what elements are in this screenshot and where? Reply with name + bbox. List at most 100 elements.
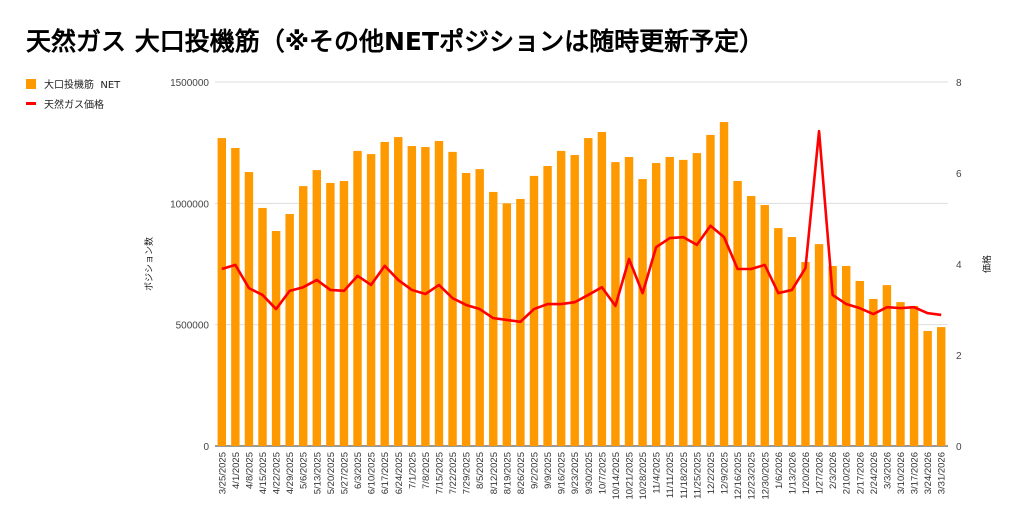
- x-tick-label: 8/26/2025: [516, 452, 527, 494]
- bar: [326, 182, 335, 446]
- legend-label-net: 大口投機筋 NET: [44, 80, 121, 91]
- x-tick-label: 9/30/2025: [584, 452, 595, 494]
- bar: [679, 159, 688, 446]
- y-axis-title: ポジション数: [143, 237, 154, 291]
- x-tick-label: 7/1/2025: [407, 452, 418, 489]
- x-tick-label: 11/25/2025: [692, 452, 703, 499]
- bar: [801, 262, 810, 446]
- x-tick-label: 4/1/2025: [231, 452, 242, 489]
- bar: [706, 134, 715, 446]
- x-tick-label: 2/17/2026: [855, 452, 866, 494]
- bar: [570, 155, 579, 446]
- legend-item-net: 大口投機筋 NET: [26, 76, 120, 91]
- y2-tick-label: 0: [956, 442, 962, 453]
- bar: [665, 156, 674, 446]
- x-tick-label: 2/3/2026: [828, 452, 839, 489]
- x-tick-label: 12/16/2025: [733, 452, 744, 500]
- x-tick-label: 7/15/2025: [434, 452, 445, 494]
- x-tick-label: 10/28/2025: [638, 452, 649, 500]
- bar: [624, 156, 634, 446]
- bar: [638, 179, 647, 447]
- x-tick-label: 3/25/2025: [217, 452, 228, 494]
- x-tick-label: 11/4/2025: [652, 452, 663, 494]
- bar: [733, 181, 742, 446]
- x-tick-label: 9/9/2025: [543, 452, 554, 489]
- bar: [271, 230, 281, 446]
- bar: [394, 137, 403, 446]
- x-tick-label: 9/16/2025: [557, 452, 568, 494]
- y-tick-label: 1000000: [170, 199, 209, 210]
- x-tick-label: 8/12/2025: [489, 452, 500, 494]
- x-tick-label: 10/21/2025: [625, 452, 636, 500]
- x-tick-label: 5/27/2025: [339, 452, 350, 494]
- bar: [692, 153, 702, 447]
- x-tick-label: 10/14/2025: [611, 452, 622, 500]
- bar: [299, 186, 308, 446]
- x-tick-label: 1/20/2026: [801, 452, 812, 494]
- bar: [217, 138, 226, 446]
- x-tick-label: 11/18/2025: [679, 452, 690, 499]
- bar: [746, 196, 756, 446]
- bar: [774, 228, 783, 446]
- bar: [937, 327, 946, 446]
- x-tick-label: 3/17/2026: [910, 452, 921, 494]
- x-tick-label: 3/31/2026: [937, 452, 948, 494]
- x-tick-label: 7/29/2025: [462, 452, 473, 494]
- x-tick-label: 7/8/2025: [421, 452, 432, 489]
- x-tick-label: 5/13/2025: [312, 452, 323, 494]
- x-tick-label: 3/10/2026: [896, 452, 907, 494]
- y2-tick-label: 6: [956, 169, 962, 180]
- bar: [502, 203, 512, 446]
- x-tick-label: 3/24/2026: [923, 452, 934, 494]
- x-tick-label: 11/11/2025: [665, 452, 676, 498]
- bar: [760, 205, 769, 446]
- bar: [366, 154, 376, 446]
- bar: [556, 150, 566, 446]
- x-tick-label: 9/23/2025: [570, 452, 581, 494]
- x-tick-label: 4/15/2025: [258, 452, 269, 494]
- legend-swatch-line: [26, 102, 36, 105]
- x-tick-label: 12/2/2025: [706, 452, 717, 494]
- x-tick-label: 6/17/2025: [380, 452, 391, 494]
- bar: [923, 330, 932, 446]
- x-tick-label: 5/20/2025: [326, 452, 337, 494]
- x-tick-label: 10/7/2025: [597, 452, 608, 494]
- bar: [909, 305, 919, 446]
- bar: [475, 169, 484, 446]
- x-tick-label: 8/5/2025: [475, 452, 486, 489]
- bar: [882, 285, 892, 446]
- x-tick-label: 3/3/2026: [882, 452, 893, 489]
- x-tick-label: 12/9/2025: [720, 452, 731, 494]
- bar: [828, 265, 837, 446]
- legend-label-price: 天然ガス価格: [44, 100, 104, 111]
- bar: [584, 138, 593, 446]
- x-tick-label: 1/27/2026: [815, 452, 826, 494]
- bar: [896, 302, 905, 446]
- x-tick-label: 2/10/2026: [842, 452, 853, 494]
- price-line: [221, 129, 942, 324]
- bar: [434, 140, 444, 446]
- y2-tick-label: 4: [956, 260, 962, 271]
- x-tick-label: 6/10/2025: [367, 452, 378, 494]
- x-tick-label: 6/24/2025: [394, 452, 405, 494]
- x-tick-label: 4/29/2025: [285, 452, 296, 494]
- y2-axis-title: 価格: [981, 255, 992, 273]
- y-tick-label: 500000: [176, 321, 210, 332]
- bar: [421, 147, 430, 446]
- x-tick-label: 8/19/2025: [502, 452, 513, 494]
- bar: [339, 181, 349, 446]
- x-tick-label: 6/3/2025: [353, 452, 364, 489]
- bar: [814, 244, 824, 446]
- bar: [529, 175, 539, 447]
- bar: [841, 265, 851, 446]
- x-tick-label: 2/24/2026: [869, 452, 880, 494]
- x-tick-label: 4/22/2025: [272, 452, 283, 494]
- bar: [719, 122, 729, 446]
- bar: [787, 237, 797, 446]
- x-tick-label: 7/22/2025: [448, 452, 459, 494]
- bar: [407, 146, 417, 446]
- x-tick-label: 5/6/2025: [299, 452, 310, 489]
- x-tick-label: 1/6/2026: [774, 452, 785, 489]
- bar: [543, 165, 552, 447]
